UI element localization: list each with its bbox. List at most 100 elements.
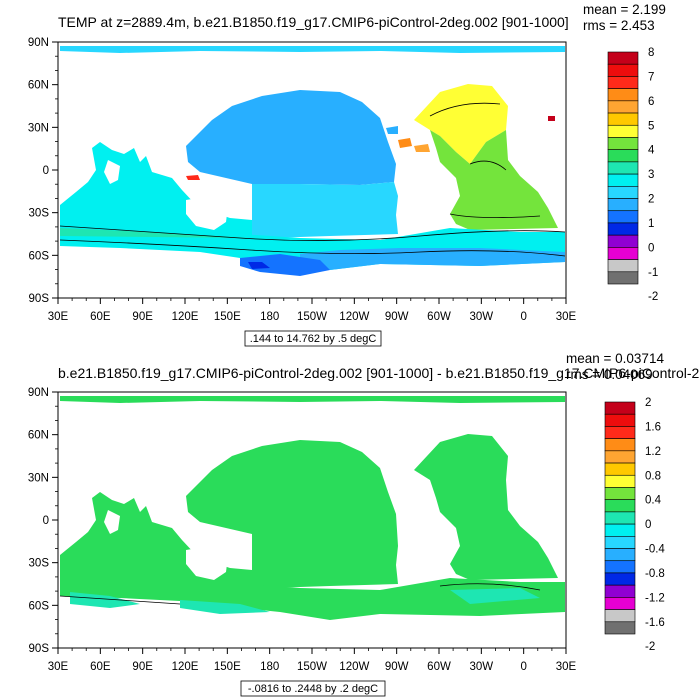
panel-1-mean: mean = 2.199	[583, 2, 666, 17]
colorbar-box	[604, 597, 636, 610]
x-tick-label: 150E	[214, 661, 241, 673]
panel-1-contour-info: .144 to 14.762 by .5 degC	[250, 333, 377, 345]
x-tick-label: 0	[520, 661, 526, 673]
x-tick-label: 60E	[90, 311, 111, 323]
panel-2-mean: mean = 0.03714	[566, 351, 664, 366]
colorbar-box	[607, 137, 639, 150]
y-tick-label: 60N	[28, 430, 49, 442]
colorbar-label: 0.8	[645, 470, 661, 482]
panel-2-rms: rms = 0.04069	[566, 367, 653, 382]
colorbar-box	[604, 426, 636, 439]
y-tick-label: 90N	[28, 37, 49, 49]
y-tick-label: 60N	[28, 80, 49, 92]
colorbar-label: 1.6	[645, 421, 661, 433]
x-tick-label: 90W	[385, 661, 409, 673]
panel-1-colorbar: 8 7 6 5 4 3 2 1 0 -1 -2	[607, 47, 658, 303]
y-tick-label: 0	[43, 515, 49, 527]
y-tick-label: 30N	[28, 472, 49, 484]
x-tick-label: 180	[260, 661, 279, 673]
colorbar-box	[604, 536, 636, 549]
colorbar-box	[607, 112, 639, 126]
colorbar-label: 0	[648, 242, 654, 254]
x-tick-label: 180	[260, 311, 279, 323]
x-tick-label: 90E	[132, 311, 153, 323]
colorbar-box	[604, 450, 636, 464]
colorbar-label: 3	[648, 169, 654, 181]
panel-2-colorbar: 2 1.6 1.2 0.8 0.4 0 -0.4 -0.8 -1.2 -1.6 -2	[604, 397, 665, 653]
colorbar-box	[607, 173, 639, 187]
colorbar-box	[607, 222, 639, 236]
x-tick-label: 120E	[172, 311, 199, 323]
x-tick-label: 150W	[297, 661, 327, 673]
colorbar-box	[607, 88, 639, 102]
panel-2-y-axis: 90N 60N 30N 0 30S 60S 90S	[28, 387, 58, 655]
colorbar-label: 2	[645, 397, 651, 409]
x-tick-label: 120W	[339, 311, 369, 323]
colorbar-box	[607, 51, 639, 65]
y-tick-label: 30N	[28, 122, 49, 134]
y-tick-label: 30S	[29, 558, 50, 570]
x-tick-label: 60W	[427, 661, 451, 673]
panel-2-map-field	[59, 396, 565, 620]
colorbar-box	[607, 247, 639, 260]
x-tick-label: 30E	[48, 311, 69, 323]
colorbar-box	[607, 271, 639, 285]
colorbar-label: 1	[648, 218, 654, 230]
colorbar-box	[607, 100, 639, 114]
x-tick-label: 30E	[48, 661, 69, 673]
colorbar-label: 6	[648, 96, 654, 108]
colorbar-box	[604, 438, 636, 452]
colorbar-label: 2	[648, 194, 654, 206]
panel-2-contour-info: -.0816 to .2448 by .2 degC	[248, 683, 378, 695]
colorbar-box	[604, 560, 636, 574]
colorbar-box	[604, 572, 636, 586]
y-tick-label: 60S	[29, 600, 50, 612]
colorbar-label: -1	[648, 267, 658, 279]
colorbar-box	[604, 548, 636, 562]
x-tick-label: 30W	[470, 661, 494, 673]
x-tick-label: 30E	[556, 311, 577, 323]
colorbar-box	[604, 487, 636, 500]
colorbar-label: -1.6	[645, 617, 665, 629]
colorbar-label: 8	[648, 47, 654, 59]
x-tick-label: 150W	[297, 311, 327, 323]
panel-1-map-field	[59, 46, 566, 276]
panel-1-contour-info-box	[244, 330, 382, 347]
colorbar-label: 0.4	[645, 495, 662, 507]
colorbar-box	[607, 186, 639, 199]
colorbar-box	[604, 462, 636, 476]
x-tick-label: 120W	[339, 661, 369, 673]
colorbar-box	[607, 76, 639, 89]
x-tick-label: 90E	[132, 661, 153, 673]
y-tick-label: 0	[43, 165, 49, 177]
colorbar-label: 4	[648, 145, 655, 157]
colorbar-box	[604, 609, 636, 623]
colorbar-box	[607, 198, 639, 212]
colorbar-label: -2	[648, 291, 658, 303]
x-tick-label: 30E	[556, 661, 577, 673]
x-tick-label: 90W	[385, 311, 409, 323]
colorbar-box	[604, 499, 636, 513]
x-tick-label: 150E	[214, 311, 241, 323]
y-tick-label: 90N	[28, 387, 49, 399]
colorbar-box	[604, 474, 636, 488]
y-tick-label: 90S	[29, 643, 50, 655]
colorbar-box	[607, 161, 639, 175]
colorbar-box	[607, 210, 639, 224]
colorbar-box	[604, 413, 636, 427]
colorbar-box	[604, 511, 636, 525]
colorbar-box	[607, 63, 639, 77]
colorbar-box	[604, 621, 636, 635]
y-tick-label: 60S	[29, 250, 50, 262]
colorbar-label: -1.2	[645, 592, 665, 604]
colorbar-label: 1.2	[645, 446, 661, 458]
x-tick-label: 30W	[470, 311, 494, 323]
panel-1-title: TEMP at z=2889.4m, b.e21.B1850.f19_g17.C…	[58, 14, 569, 30]
colorbar-box	[607, 124, 639, 138]
x-tick-label: 0	[520, 311, 526, 323]
colorbar-label: -0.8	[645, 568, 665, 580]
panel-2: b.e21.B1850.f19_g17.CMIP6-piControl-2deg…	[28, 351, 700, 697]
colorbar-label: -0.4	[645, 544, 665, 556]
x-tick-label: 60W	[427, 311, 451, 323]
panel-2-title: b.e21.B1850.f19_g17.CMIP6-piControl-2deg…	[58, 365, 700, 381]
